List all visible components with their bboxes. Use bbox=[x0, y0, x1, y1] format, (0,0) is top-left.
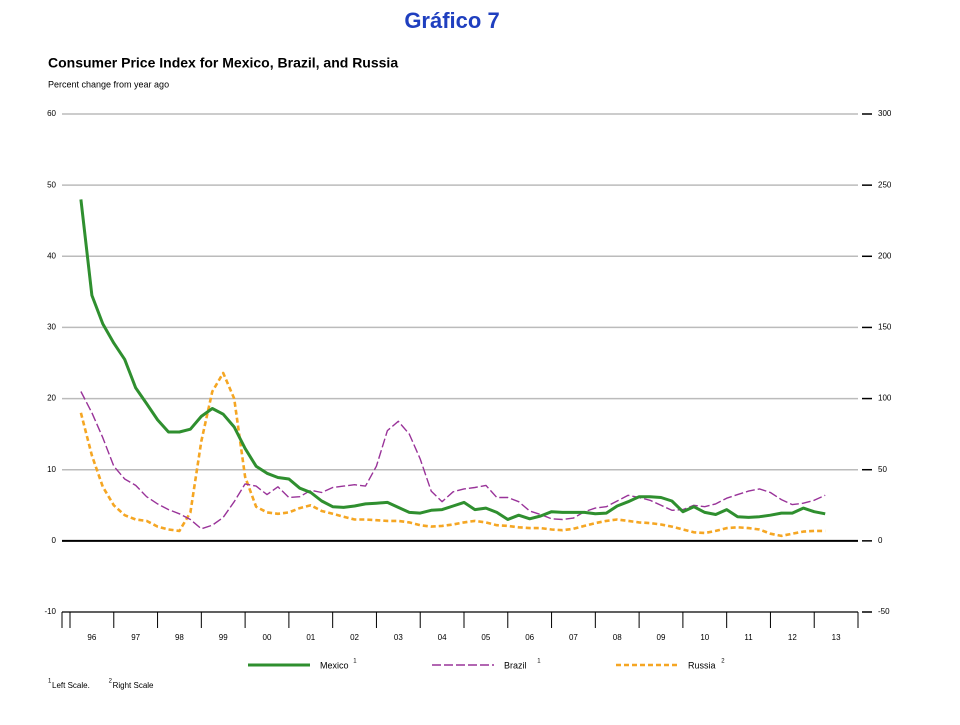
y-tick-label: 10 bbox=[47, 465, 56, 474]
legend-note: 1 bbox=[353, 659, 357, 665]
y2-tick-label: 200 bbox=[878, 251, 892, 260]
x-tick-label: 12 bbox=[788, 633, 797, 642]
legend-label: Mexico bbox=[320, 660, 349, 670]
legend-note: 2 bbox=[721, 659, 725, 665]
legend-label: Brazil bbox=[504, 660, 527, 670]
y-tick-label: 30 bbox=[47, 323, 56, 332]
y2-tick-label: 0 bbox=[878, 536, 883, 545]
x-tick-label: 01 bbox=[306, 633, 315, 642]
x-tick-label: 11 bbox=[744, 633, 753, 642]
chart-title: Consumer Price Index for Mexico, Brazil,… bbox=[48, 55, 398, 71]
y2-tick-label: -50 bbox=[878, 607, 890, 616]
series-line bbox=[79, 199, 826, 521]
x-tick-label: 98 bbox=[175, 633, 184, 642]
x-tick-label: 07 bbox=[569, 633, 578, 642]
y2-tick-label: 50 bbox=[878, 465, 887, 474]
series-line bbox=[80, 391, 826, 530]
y-tick-label: 60 bbox=[47, 109, 56, 118]
x-tick-label: 03 bbox=[394, 633, 403, 642]
footnote-mark: 2 bbox=[109, 679, 113, 685]
y2-tick-label: 250 bbox=[878, 180, 892, 189]
y2-tick-label: 150 bbox=[878, 323, 892, 332]
x-tick-label: 06 bbox=[525, 633, 534, 642]
x-tick-label: 99 bbox=[219, 633, 228, 642]
y2-tick-label: 300 bbox=[878, 109, 892, 118]
legend-label: Russia bbox=[688, 660, 716, 670]
y2-tick-label: 100 bbox=[878, 394, 892, 403]
footnote-text: Left Scale. bbox=[52, 681, 90, 690]
x-tick-label: 97 bbox=[131, 633, 140, 642]
chart-subtitle: Percent change from year ago bbox=[48, 79, 169, 89]
y-tick-label: 0 bbox=[52, 536, 57, 545]
footnote-text: Right Scale bbox=[113, 681, 154, 690]
x-tick-label: 13 bbox=[832, 633, 841, 642]
y-tick-label: -10 bbox=[44, 607, 56, 616]
y-tick-label: 50 bbox=[47, 180, 56, 189]
legend-note: 1 bbox=[537, 659, 541, 665]
x-tick-label: 00 bbox=[263, 633, 272, 642]
x-tick-label: 10 bbox=[700, 633, 709, 642]
y-tick-label: 20 bbox=[47, 394, 56, 403]
x-tick-label: 04 bbox=[438, 633, 447, 642]
series-line bbox=[79, 371, 826, 538]
x-tick-label: 96 bbox=[87, 633, 96, 642]
y-tick-label: 40 bbox=[47, 251, 56, 260]
x-tick-label: 02 bbox=[350, 633, 359, 642]
footnote-mark: 1 bbox=[48, 679, 52, 685]
x-tick-label: 09 bbox=[657, 633, 666, 642]
x-tick-label: 05 bbox=[481, 633, 490, 642]
x-tick-label: 08 bbox=[613, 633, 622, 642]
page-title: Gráfico 7 bbox=[404, 8, 499, 33]
